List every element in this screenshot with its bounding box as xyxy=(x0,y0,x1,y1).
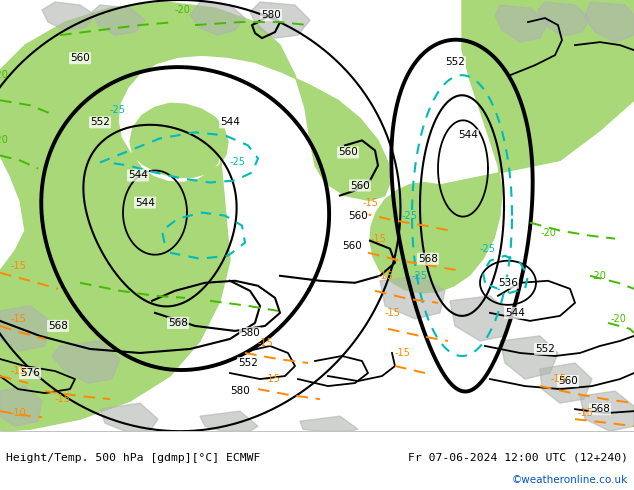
Text: 560: 560 xyxy=(342,241,362,251)
Text: 544: 544 xyxy=(128,171,148,180)
Text: -15: -15 xyxy=(577,408,593,418)
Text: -20: -20 xyxy=(0,135,8,146)
Text: 568: 568 xyxy=(48,321,68,331)
Text: -25: -25 xyxy=(412,271,428,281)
Polygon shape xyxy=(0,2,390,431)
Text: 568: 568 xyxy=(590,404,610,414)
Text: 560: 560 xyxy=(558,376,578,386)
Polygon shape xyxy=(450,296,510,341)
Polygon shape xyxy=(495,5,548,42)
Text: -25: -25 xyxy=(402,211,418,220)
Text: 544: 544 xyxy=(220,117,240,127)
Text: -25: -25 xyxy=(230,157,246,168)
Text: -20: -20 xyxy=(590,271,606,281)
Text: 568: 568 xyxy=(168,318,188,328)
Polygon shape xyxy=(538,2,590,36)
Text: -15: -15 xyxy=(54,394,70,404)
Text: 580: 580 xyxy=(240,328,260,338)
Text: 560: 560 xyxy=(70,53,90,63)
Polygon shape xyxy=(0,306,50,351)
Text: 536: 536 xyxy=(498,278,518,288)
Text: -15: -15 xyxy=(384,308,400,318)
Polygon shape xyxy=(42,2,95,30)
Text: -15: -15 xyxy=(370,234,386,244)
Polygon shape xyxy=(585,2,634,42)
Text: 544: 544 xyxy=(135,197,155,208)
Text: 568: 568 xyxy=(418,254,438,264)
Text: -15: -15 xyxy=(10,366,26,376)
Text: 544: 544 xyxy=(505,308,525,318)
Polygon shape xyxy=(190,2,245,35)
Text: -20: -20 xyxy=(540,228,556,238)
Text: -20: -20 xyxy=(0,70,8,80)
Text: Fr 07-06-2024 12:00 UTC (12+240): Fr 07-06-2024 12:00 UTC (12+240) xyxy=(408,453,628,463)
Text: 552: 552 xyxy=(535,344,555,354)
Polygon shape xyxy=(500,336,558,379)
Text: ©weatheronline.co.uk: ©weatheronline.co.uk xyxy=(512,475,628,485)
Text: Height/Temp. 500 hPa [gdmp][°C] ECMWF: Height/Temp. 500 hPa [gdmp][°C] ECMWF xyxy=(6,453,261,463)
Text: -20: -20 xyxy=(174,5,190,15)
Polygon shape xyxy=(380,276,445,319)
Text: 560: 560 xyxy=(348,211,368,220)
Polygon shape xyxy=(580,391,634,431)
Text: -15: -15 xyxy=(257,338,273,348)
Text: -20: -20 xyxy=(610,314,626,324)
Polygon shape xyxy=(540,363,592,403)
Text: 580: 580 xyxy=(230,386,250,396)
Text: -15: -15 xyxy=(264,374,280,384)
Text: -15: -15 xyxy=(394,348,410,358)
Text: 576: 576 xyxy=(20,368,40,378)
Text: 560: 560 xyxy=(350,180,370,191)
Text: -15: -15 xyxy=(10,261,26,271)
Polygon shape xyxy=(0,386,42,426)
Text: 552: 552 xyxy=(238,358,258,368)
Text: 560: 560 xyxy=(338,147,358,157)
Polygon shape xyxy=(100,403,158,431)
Text: 580: 580 xyxy=(261,10,281,20)
Polygon shape xyxy=(250,2,310,38)
Text: 544: 544 xyxy=(458,130,478,140)
Text: -25: -25 xyxy=(110,105,126,115)
Text: -15: -15 xyxy=(377,271,393,281)
Text: -15: -15 xyxy=(10,314,26,324)
Polygon shape xyxy=(300,416,358,431)
Text: 552: 552 xyxy=(445,57,465,67)
Text: -25: -25 xyxy=(480,244,496,254)
Polygon shape xyxy=(200,411,258,431)
Polygon shape xyxy=(52,341,120,383)
Text: -15: -15 xyxy=(550,374,566,384)
Text: 552: 552 xyxy=(90,117,110,127)
Text: -10: -10 xyxy=(10,408,26,418)
Polygon shape xyxy=(370,0,634,293)
Polygon shape xyxy=(92,5,145,35)
Text: -15: -15 xyxy=(362,197,378,208)
